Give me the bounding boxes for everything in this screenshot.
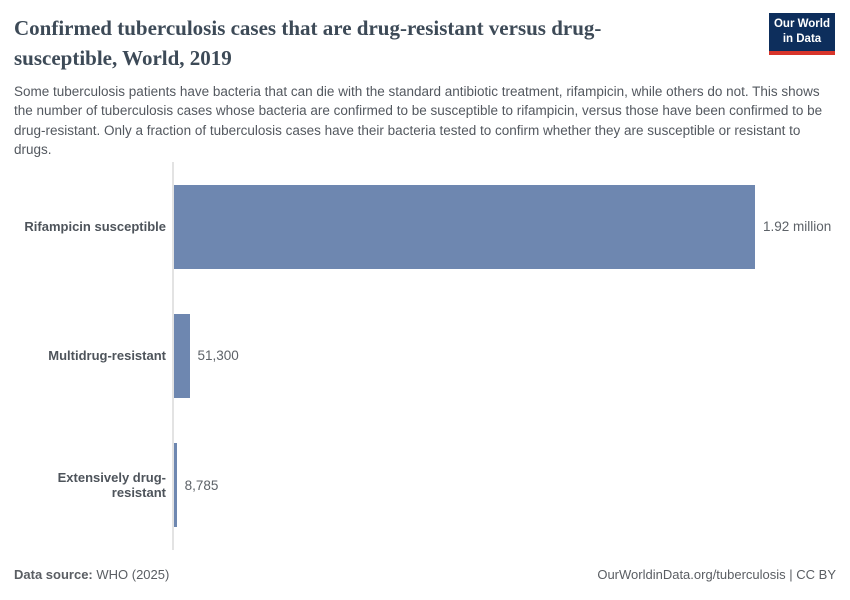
chart-subtitle: Some tuberculosis patients have bacteria…	[14, 83, 823, 158]
category-label: Multidrug-resistant	[48, 348, 166, 364]
value-label: 51,300	[197, 348, 239, 364]
value-label: 1.92 million	[763, 219, 832, 235]
bar[interactable]	[174, 313, 190, 398]
owid-logo-line2: in Data	[782, 32, 822, 45]
bar[interactable]	[174, 443, 177, 528]
data-source: Data source: WHO (2025)	[14, 567, 169, 582]
owid-logo-line1: Our World	[773, 18, 830, 30]
category-labels: Rifampicin susceptible Multidrug-resistan…	[14, 162, 172, 550]
value-label: 8,785	[184, 477, 219, 493]
category-label: Extensively drug-resistant	[57, 470, 166, 501]
owid-url-link[interactable]: OurWorldinData.org/tuberculosis | CC BY	[597, 567, 836, 582]
chart-header: Confirmed tuberculosis cases that are dr…	[14, 13, 836, 160]
bar-chart: Rifampicin susceptible Multidrug-resistan…	[14, 162, 838, 550]
chart-title: Confirmed tuberculosis cases that are dr…	[14, 16, 602, 71]
category-label: Rifampicin susceptible	[24, 219, 166, 235]
bar[interactable]	[174, 184, 755, 269]
chart-footer: Data source: WHO (2025) OurWorldinData.o…	[14, 567, 836, 582]
plot-area: 1.92 million 51,300 8,785	[172, 162, 838, 550]
data-source-label: Data source:	[14, 567, 93, 582]
bar-row: 8,785	[174, 421, 838, 550]
data-source-value: WHO (2025)	[92, 567, 170, 582]
bar-row: 1.92 million	[174, 162, 838, 291]
owid-logo[interactable]: Our World in Data	[769, 13, 835, 55]
bar-row: 51,300	[174, 291, 838, 420]
